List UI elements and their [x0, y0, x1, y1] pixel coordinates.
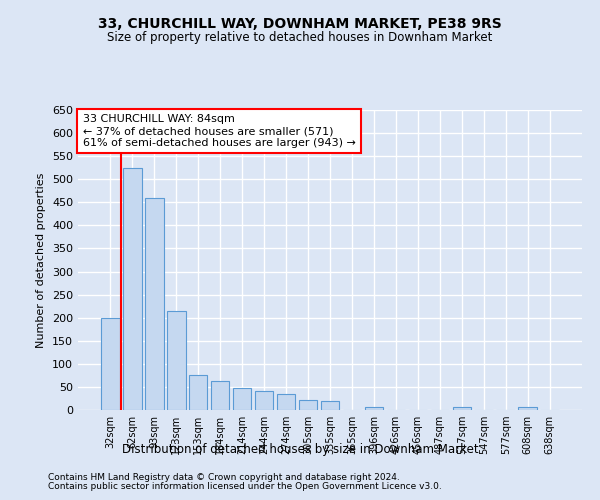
Bar [123, 168, 142, 410]
Bar [277, 394, 295, 410]
Text: Size of property relative to detached houses in Downham Market: Size of property relative to detached ho… [107, 31, 493, 44]
Bar [101, 318, 119, 410]
Bar [189, 376, 208, 410]
Bar [518, 407, 537, 410]
Bar [233, 388, 251, 410]
Bar [255, 390, 274, 410]
Bar [145, 198, 164, 410]
Y-axis label: Number of detached properties: Number of detached properties [37, 172, 46, 348]
Bar [167, 311, 185, 410]
Text: Contains HM Land Registry data © Crown copyright and database right 2024.: Contains HM Land Registry data © Crown c… [48, 472, 400, 482]
Bar [211, 382, 229, 410]
Text: Contains public sector information licensed under the Open Government Licence v3: Contains public sector information licen… [48, 482, 442, 491]
Bar [452, 407, 471, 410]
Text: Distribution of detached houses by size in Downham Market: Distribution of detached houses by size … [122, 442, 478, 456]
Bar [299, 400, 317, 410]
Text: 33 CHURCHILL WAY: 84sqm
← 37% of detached houses are smaller (571)
61% of semi-d: 33 CHURCHILL WAY: 84sqm ← 37% of detache… [83, 114, 356, 148]
Bar [320, 401, 340, 410]
Bar [365, 407, 383, 410]
Text: 33, CHURCHILL WAY, DOWNHAM MARKET, PE38 9RS: 33, CHURCHILL WAY, DOWNHAM MARKET, PE38 … [98, 18, 502, 32]
